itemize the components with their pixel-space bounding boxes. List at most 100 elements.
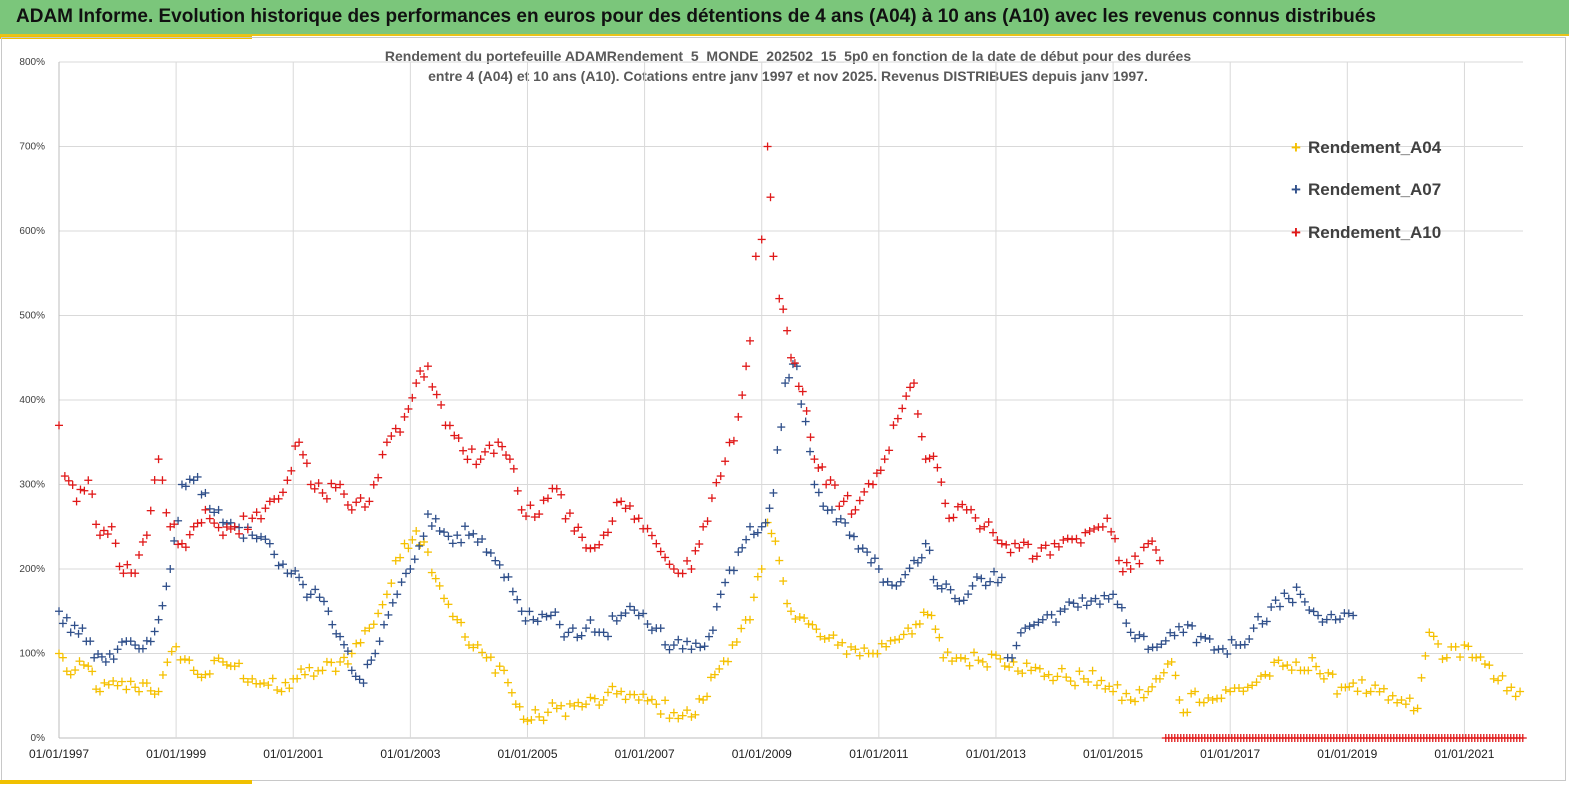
data-point — [1047, 610, 1056, 619]
x-axis: 01/01/1997 01/01/1999 01/01/2001 01/01/2003… — [29, 747, 1495, 761]
data-point — [1275, 602, 1284, 611]
data-point — [261, 504, 270, 513]
data-point — [949, 513, 958, 522]
data-point — [382, 438, 391, 447]
data-point — [1018, 669, 1027, 678]
data-point — [578, 533, 587, 542]
data-point — [1288, 598, 1297, 607]
data-point — [222, 660, 231, 669]
data-point — [546, 611, 555, 620]
data-point — [505, 455, 514, 464]
data-point — [634, 695, 643, 704]
data-point — [1366, 687, 1375, 696]
data-point — [1167, 657, 1176, 666]
data-point — [625, 501, 634, 510]
data-point — [986, 577, 995, 586]
data-point — [177, 480, 186, 489]
data-point — [630, 515, 639, 524]
data-point — [66, 628, 75, 637]
data-point — [604, 688, 612, 697]
data-point — [1511, 692, 1520, 701]
data-point — [1265, 671, 1274, 680]
data-point — [703, 692, 712, 701]
chart-frame — [1, 37, 1566, 781]
data-point — [126, 637, 135, 646]
data-point — [1274, 656, 1283, 665]
data-point — [595, 628, 604, 637]
data-point — [785, 373, 794, 382]
data-point — [933, 463, 942, 472]
data-point — [833, 641, 842, 650]
data-point — [873, 649, 882, 658]
data-point — [964, 590, 973, 599]
x-tick-label: 01/01/2017 — [1200, 747, 1260, 761]
data-point — [1126, 565, 1135, 573]
y-tick-label: 200% — [19, 564, 45, 575]
data-point — [1191, 687, 1200, 696]
data-point — [423, 510, 432, 519]
data-point — [993, 578, 1002, 587]
data-point — [1068, 535, 1077, 544]
data-point — [1210, 645, 1219, 654]
data-point — [1460, 641, 1469, 650]
data-point — [1353, 687, 1362, 696]
data-point — [1015, 543, 1024, 552]
data-point — [766, 193, 775, 202]
data-point — [816, 632, 825, 641]
data-point — [1135, 559, 1144, 568]
data-point — [406, 565, 415, 573]
data-point — [105, 649, 114, 658]
data-point — [1049, 676, 1058, 685]
data-point — [1296, 590, 1305, 599]
data-point — [1126, 695, 1135, 704]
data-point — [80, 486, 89, 495]
data-point — [1152, 674, 1161, 683]
data-point — [1109, 590, 1118, 599]
data-point — [226, 524, 235, 533]
y-tick-label: 0% — [31, 733, 46, 744]
data-point — [783, 326, 792, 335]
data-point — [1078, 594, 1087, 603]
data-point — [448, 612, 457, 621]
data-point — [88, 667, 97, 676]
data-point — [1283, 661, 1292, 670]
data-point — [482, 548, 491, 557]
data-point — [1494, 676, 1503, 685]
data-point — [1161, 636, 1170, 645]
data-point — [400, 412, 409, 421]
data-point — [647, 531, 656, 540]
data-point — [239, 674, 248, 683]
data-point — [218, 531, 227, 540]
data-point — [1174, 622, 1183, 631]
data-point — [99, 526, 108, 535]
data-point — [1425, 628, 1434, 637]
data-point — [79, 660, 88, 669]
data-point — [972, 573, 981, 582]
data-point — [278, 560, 287, 569]
data-point — [721, 457, 730, 466]
data-point — [440, 594, 449, 603]
data-point — [721, 578, 730, 587]
data-point — [154, 615, 163, 624]
data-point — [1292, 658, 1301, 667]
data-point — [374, 609, 383, 618]
data-point — [388, 598, 397, 607]
data-point — [839, 497, 848, 506]
data-point — [1057, 664, 1066, 673]
data-point — [1066, 677, 1075, 686]
data-point — [1027, 666, 1036, 675]
data-point — [1072, 534, 1081, 543]
data-point — [109, 655, 118, 664]
legend-label-a07: Rendement_A07 — [1308, 180, 1441, 199]
data-point — [1135, 685, 1144, 694]
data-point — [1280, 589, 1289, 598]
data-point — [302, 593, 311, 602]
data-point — [1084, 677, 1093, 686]
data-point — [712, 478, 721, 487]
data-point — [683, 556, 692, 565]
data-point — [503, 678, 512, 687]
data-point — [239, 512, 248, 521]
data-point — [142, 531, 151, 540]
x-tick-label: 01/01/2013 — [966, 747, 1026, 761]
data-point — [539, 496, 548, 505]
